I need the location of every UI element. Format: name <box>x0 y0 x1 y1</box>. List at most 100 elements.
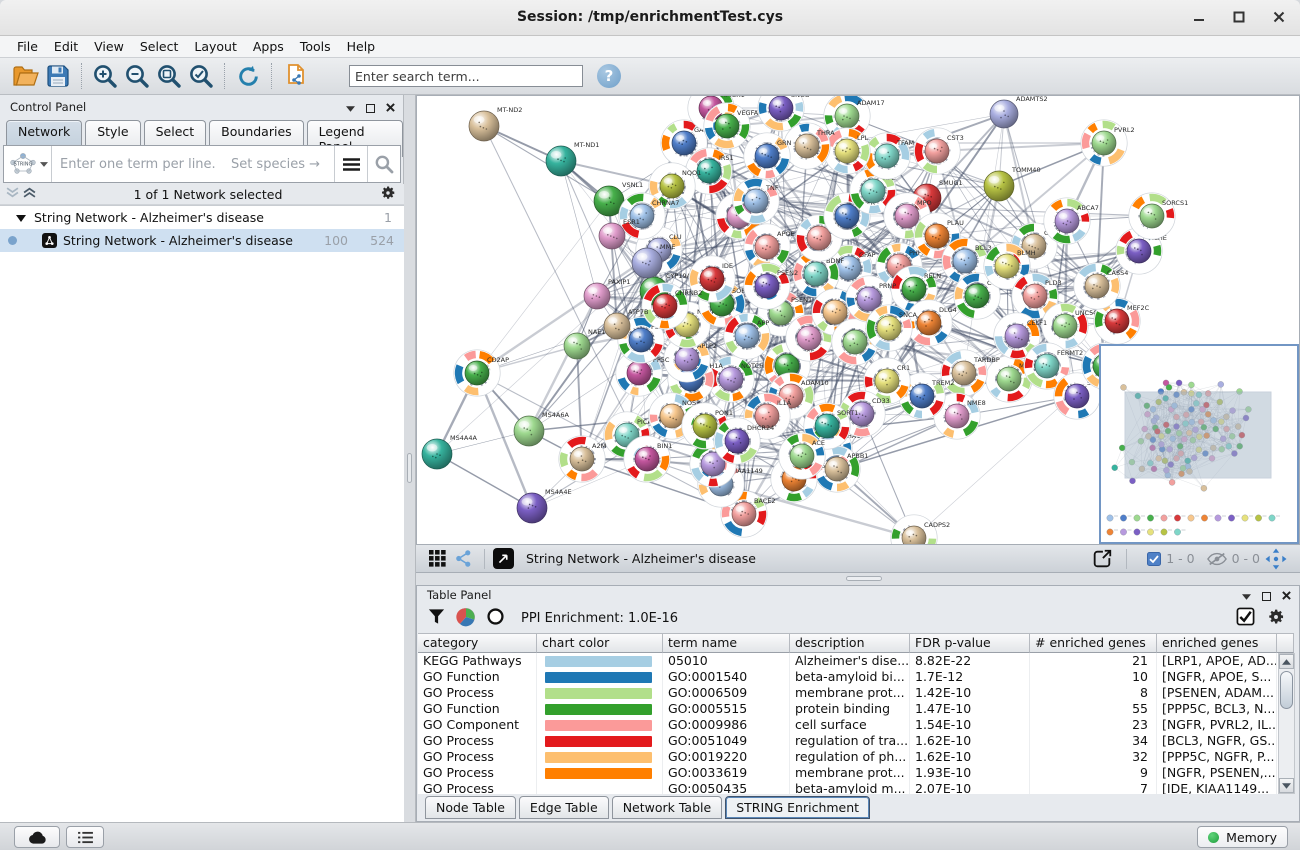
network-edge[interactable] <box>476 325 618 374</box>
zoom-out-button[interactable] <box>121 61 153 91</box>
network-edge[interactable] <box>436 430 530 455</box>
string-query-input[interactable] <box>52 146 334 182</box>
table-settings-gear-icon[interactable] <box>1267 608 1285 629</box>
network-edge[interactable] <box>1096 142 1105 287</box>
network-node[interactable]: CASS4 <box>1073 262 1129 310</box>
network-node[interactable]: FERMT2 <box>1023 342 1083 390</box>
network-edge[interactable] <box>528 290 655 432</box>
network-edge[interactable] <box>476 200 610 374</box>
network-node[interactable]: DLG4 <box>905 299 957 347</box>
menu-item-layout[interactable]: Layout <box>194 39 237 54</box>
network-node[interactable]: CHRNA7 <box>618 192 680 240</box>
network-node[interactable]: THRA <box>783 122 835 170</box>
table-row[interactable]: GO Process GO:0033619 membrane prot... 1.93… <box>418 765 1278 781</box>
network-edge[interactable] <box>964 142 1105 262</box>
network-node[interactable]: IDE <box>688 255 736 303</box>
network-node[interactable]: NQO1 <box>648 162 701 210</box>
float-panel-icon[interactable] <box>366 103 375 113</box>
cloud-jobs-button[interactable] <box>14 826 60 848</box>
table-row[interactable]: GO Process GO:0019220 regulation of ph... 1… <box>418 749 1278 765</box>
table-row[interactable]: GO Process GO:0051049 regulation of tra...… <box>418 733 1278 749</box>
network-node[interactable]: SORT1 <box>803 402 859 450</box>
column-header-enriched-genes[interactable]: enriched genes <box>1157 633 1277 653</box>
network-node[interactable]: IRS1 <box>685 147 734 195</box>
network-node[interactable]: MS4A4A <box>421 434 477 470</box>
splitter-grip[interactable] <box>407 453 412 483</box>
export-network-button[interactable] <box>1086 544 1118 574</box>
column-header-category[interactable]: category <box>418 633 537 653</box>
network-edge[interactable] <box>936 150 1098 287</box>
column-header-term-name[interactable]: term name <box>663 633 790 653</box>
network-node[interactable]: CHRNB2 <box>641 282 703 330</box>
network-edge[interactable] <box>527 295 599 432</box>
network-node[interactable]: GRN <box>743 132 792 180</box>
network-node[interactable]: PVRL2 <box>1080 119 1135 167</box>
menu-item-tools[interactable]: Tools <box>299 39 331 54</box>
network-edge[interactable] <box>528 415 673 432</box>
network-node[interactable]: LRP1 <box>795 214 845 262</box>
network-node[interactable]: ADAMTS2 <box>989 96 1048 129</box>
float-panel-icon[interactable] <box>1262 591 1271 601</box>
network-node[interactable]: MPO <box>883 192 932 240</box>
table-row[interactable]: GO Function GO:0005515 protein binding 1.47… <box>418 701 1278 717</box>
tab-network-table[interactable]: Network Table <box>611 796 723 819</box>
scrollbar-thumb[interactable] <box>1280 671 1293 709</box>
network-node[interactable]: BLMH <box>983 242 1036 290</box>
column-header--enriched-genes[interactable]: # enriched genes <box>1030 633 1157 653</box>
network-node[interactable]: MS4A6A <box>513 411 569 447</box>
open-session-button[interactable] <box>10 61 42 91</box>
network-edge[interactable] <box>936 142 1105 152</box>
network-edge[interactable] <box>886 185 1000 382</box>
network-node[interactable]: CD2AP <box>453 349 509 397</box>
network-node[interactable]: SNCG <box>757 96 810 132</box>
network-node[interactable]: A2M <box>558 435 606 483</box>
menu-item-apps[interactable]: Apps <box>252 39 284 54</box>
network-edge[interactable] <box>806 145 848 217</box>
network-node[interactable]: PSEN2 <box>743 262 798 310</box>
enrichment-table[interactable]: KEGG Pathways 05010 Alzheimer's dise... 8.8… <box>418 653 1278 794</box>
network-node[interactable]: NOTCH1 <box>707 355 768 403</box>
network-node[interactable]: CST3 <box>913 127 964 175</box>
network-edge[interactable] <box>476 249 660 374</box>
network-panel-gear-icon[interactable] <box>380 185 396 204</box>
minimize-button[interactable] <box>1192 10 1206 24</box>
column-header-description[interactable]: description <box>790 633 910 653</box>
table-row[interactable]: KEGG Pathways 05010 Alzheimer's dise... 8.8… <box>418 653 1278 669</box>
pan-tool-button[interactable] <box>1260 544 1292 574</box>
network-node[interactable]: TNF <box>732 177 780 225</box>
birds-eye-view[interactable] <box>1099 344 1299 544</box>
network-node[interactable]: DHCR24 <box>713 417 774 465</box>
network-node[interactable]: GAB2 <box>660 119 712 167</box>
network-node[interactable]: CELF1 <box>993 312 1047 360</box>
zoom-fit-button[interactable] <box>153 61 185 91</box>
string-search-button[interactable] <box>367 146 400 182</box>
network-node[interactable]: ABCA7 <box>1043 197 1099 245</box>
memory-button[interactable]: Memory <box>1197 826 1288 848</box>
close-button[interactable] <box>1272 10 1286 24</box>
menu-item-edit[interactable]: Edit <box>53 39 79 54</box>
network-node[interactable]: VSNL1 <box>593 181 643 217</box>
network-node[interactable]: PAXIP1 <box>583 278 630 310</box>
column-header-fdr-p-value[interactable]: FDR p-value <box>910 633 1030 653</box>
network-edge[interactable] <box>640 339 768 417</box>
menu-item-select[interactable]: Select <box>139 39 179 54</box>
panel-splitter-vertical[interactable] <box>404 95 416 822</box>
network-node[interactable]: TARDBP <box>940 349 1000 397</box>
grid-view-button[interactable] <box>424 544 450 574</box>
network-node[interactable]: MME <box>631 243 675 279</box>
network-node[interactable]: CADPS2 <box>890 514 950 544</box>
chart-settings-button[interactable] <box>456 607 476 630</box>
table-row[interactable]: GO Component GO:0009986 cell surface 1.54E-… <box>418 717 1278 733</box>
network-view-mode-button[interactable] <box>450 544 476 574</box>
collapse-all-icon[interactable] <box>6 187 19 201</box>
panel-menu-icon[interactable] <box>1242 589 1251 603</box>
network-edge[interactable] <box>755 200 978 297</box>
network-edge[interactable] <box>436 453 533 509</box>
network-node[interactable]: ACE <box>778 432 826 480</box>
network-node[interactable]: UNC5C <box>1041 302 1098 350</box>
close-panel-icon[interactable] <box>386 101 395 115</box>
network-collection-row[interactable]: String Network - Alzheimer's disease 1 <box>0 206 404 229</box>
network-node[interactable]: SNCA <box>865 304 918 352</box>
network-node[interactable]: APP <box>723 312 771 360</box>
network-node[interactable]: NAE1 <box>563 328 606 360</box>
